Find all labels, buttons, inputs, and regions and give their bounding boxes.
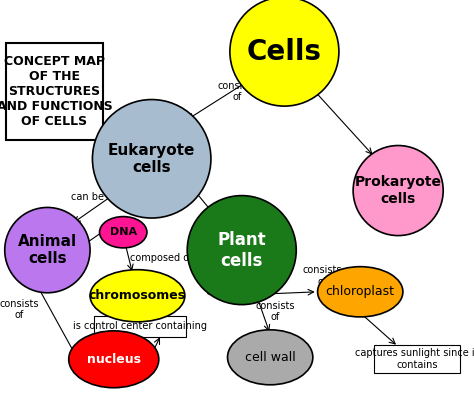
Ellipse shape [230, 0, 339, 106]
Ellipse shape [318, 267, 403, 317]
Text: chloroplast: chloroplast [326, 285, 395, 298]
Text: Plant
cells: Plant cells [218, 231, 266, 270]
Ellipse shape [228, 330, 313, 385]
Text: consists
of: consists of [302, 265, 342, 287]
Ellipse shape [187, 196, 296, 304]
Ellipse shape [90, 270, 185, 322]
Ellipse shape [100, 217, 147, 248]
Text: cell wall: cell wall [245, 351, 296, 364]
Text: nucleus: nucleus [87, 353, 141, 366]
Text: consists
of: consists of [217, 81, 257, 102]
Text: DNA: DNA [109, 227, 137, 237]
FancyBboxPatch shape [6, 42, 103, 140]
Text: captures sunlight since it
contains: captures sunlight since it contains [356, 349, 474, 370]
Text: Animal
cells: Animal cells [18, 234, 77, 266]
Ellipse shape [5, 208, 90, 293]
Text: CONCEPT MAP
OF THE
STRUCTURES
AND FUNCTIONS
OF CELLS: CONCEPT MAP OF THE STRUCTURES AND FUNCTI… [0, 55, 112, 128]
Text: chromosomes: chromosomes [89, 289, 186, 302]
Text: is control center containing: is control center containing [73, 321, 207, 331]
Ellipse shape [69, 331, 159, 388]
Text: consists
of: consists of [255, 301, 295, 322]
Text: Eukaryote
cells: Eukaryote cells [108, 143, 195, 175]
Text: composed of: composed of [130, 253, 192, 263]
FancyBboxPatch shape [374, 345, 460, 373]
Text: Cells: Cells [247, 38, 322, 66]
Text: can be: can be [71, 191, 104, 202]
Text: Prokaryote
cells: Prokaryote cells [355, 175, 442, 206]
Ellipse shape [353, 146, 443, 235]
Text: consists
of: consists of [0, 299, 39, 320]
Ellipse shape [92, 100, 211, 218]
FancyBboxPatch shape [93, 316, 186, 337]
